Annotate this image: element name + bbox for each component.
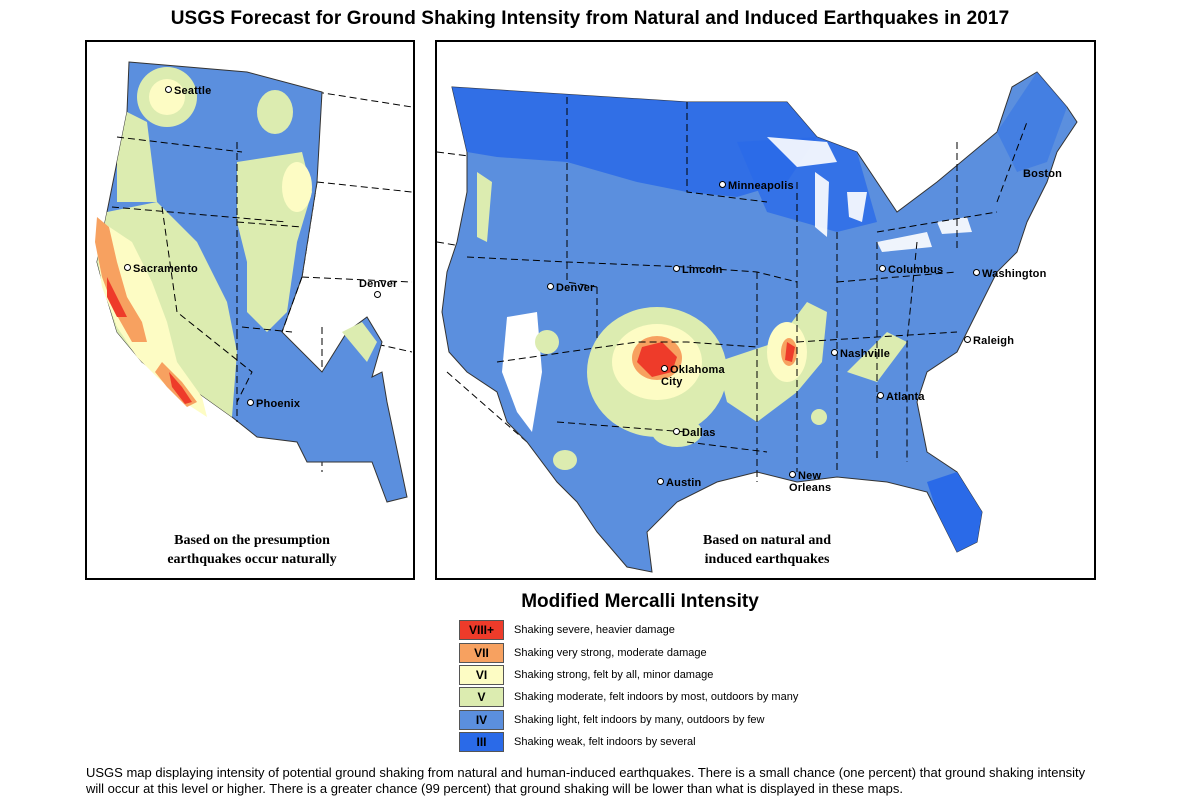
city-dot-icon — [877, 392, 884, 399]
city-label-washington: Washington — [973, 268, 1047, 280]
city-dot-icon — [165, 86, 172, 93]
legend-swatch: VII — [459, 642, 504, 663]
city-label-seattle: Seattle — [165, 85, 211, 97]
city-dot-icon — [661, 365, 668, 372]
left-map-panel: Seattle Sacramento Denver Phoenix Based … — [85, 40, 415, 580]
city-dot-icon — [789, 471, 796, 478]
legend: VIII+ Shaking severe, heavier damage VII Sh… — [459, 619, 798, 753]
legend-swatch: III — [459, 732, 504, 753]
legend-row: III Shaking weak, felt indoors by several — [459, 731, 798, 753]
city-label-minneapolis: Minneapolis — [719, 180, 794, 192]
city-dot-icon — [673, 428, 680, 435]
legend-description: Shaking very strong, moderate damage — [514, 646, 707, 659]
city-label-oklahoma-city: Oklahoma City — [661, 364, 725, 388]
legend-row: VI Shaking strong, felt by all, minor dam… — [459, 664, 798, 686]
city-dot-icon — [657, 478, 664, 485]
legend-swatch: IV — [459, 709, 504, 730]
legend-description: Shaking strong, felt by all, minor damag… — [514, 668, 714, 681]
city-dot-icon — [673, 265, 680, 272]
legend-row: VIII+ Shaking severe, heavier damage — [459, 619, 798, 641]
legend-row: VII Shaking very strong, moderate damage — [459, 641, 798, 663]
city-label-boston: Boston — [1023, 168, 1063, 180]
legend-description: Shaking weak, felt indoors by several — [514, 736, 696, 749]
legend-description: Shaking severe, heavier damage — [514, 624, 675, 637]
western-us-map — [95, 61, 413, 503]
right-map-caption: Based on natural and induced earthquakes — [703, 533, 831, 567]
city-dot-icon — [547, 283, 554, 290]
city-label-denver: Denver — [359, 278, 398, 302]
legend-row: V Shaking moderate, felt indoors by most,… — [459, 686, 798, 708]
city-dot-icon — [373, 291, 381, 298]
city-label-nashville: Nashville — [831, 348, 890, 360]
city-label-columbus: Columbus — [879, 264, 943, 276]
legend-description: Shaking moderate, felt indoors by most, … — [514, 691, 799, 704]
city-label-denver-right: Denver — [547, 282, 595, 294]
city-dot-icon — [964, 336, 971, 343]
legend-swatch: V — [459, 687, 504, 708]
city-dot-icon — [124, 264, 131, 271]
city-dot-icon — [719, 181, 726, 188]
footer-description: USGS map displaying intensity of potenti… — [86, 765, 1086, 796]
city-dot-icon — [879, 265, 886, 272]
city-label-atlanta: Atlanta — [877, 391, 925, 403]
left-map-caption: Based on the presumption earthquakes occ… — [167, 533, 337, 567]
legend-title: Modified Mercalli Intensity — [521, 591, 759, 612]
map-title: USGS Forecast for Ground Shaking Intensi… — [170, 8, 1010, 29]
city-label-sacramento: Sacramento — [124, 263, 198, 275]
city-dot-icon — [973, 269, 980, 276]
city-label-lincoln: Lincoln — [673, 264, 723, 276]
legend-swatch: VIII+ — [459, 620, 504, 641]
city-label-dallas: Dallas — [673, 427, 716, 439]
city-label-austin: Austin — [657, 477, 701, 489]
city-label-new-orleans: New Orleans — [789, 470, 832, 494]
city-label-phoenix: Phoenix — [247, 398, 300, 410]
legend-swatch: VI — [459, 664, 504, 685]
legend-description: Shaking light, felt indoors by many, out… — [514, 713, 765, 726]
conterminous-us-map — [437, 71, 1078, 573]
city-label-raleigh: Raleigh — [964, 335, 1014, 347]
city-dot-icon — [831, 349, 838, 356]
legend-row: IV Shaking light, felt indoors by many, o… — [459, 709, 798, 731]
city-dot-icon — [247, 399, 254, 406]
right-map-panel: Minneapolis Boston Lincoln Columbus Wash… — [435, 40, 1096, 580]
